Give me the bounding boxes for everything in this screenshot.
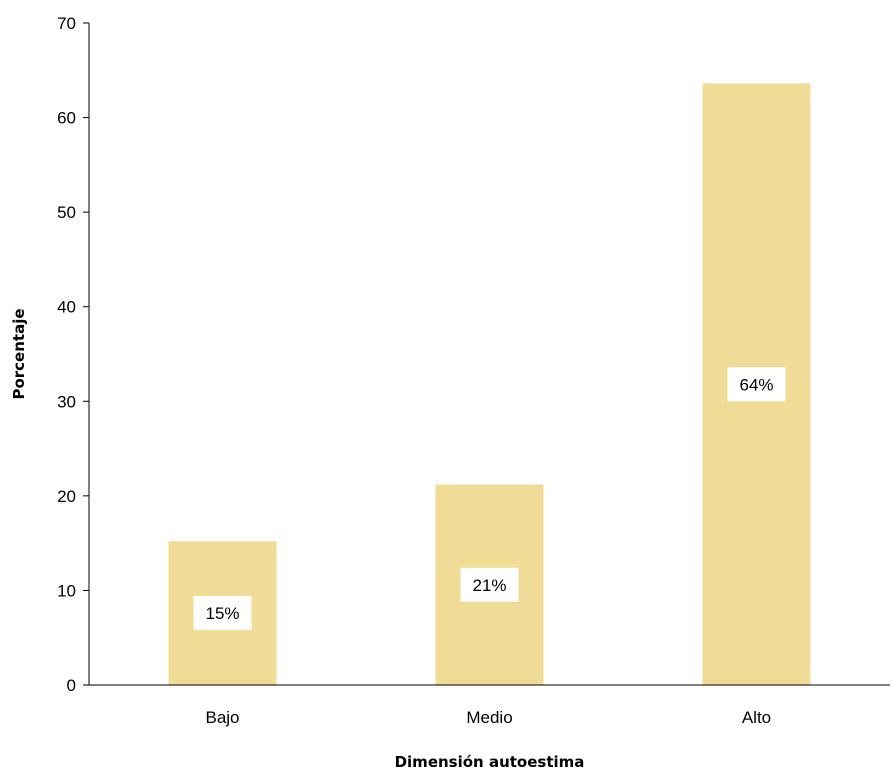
x-axis-title: Dimensión autoestima	[395, 753, 585, 771]
y-axis-title: Porcentaje	[10, 308, 28, 399]
y-axis-ticks: 0 10 20 30 40 50 60 70	[57, 14, 89, 695]
data-label: 64%	[739, 375, 773, 394]
y-tick-label: 50	[57, 203, 76, 222]
x-category-label: Alto	[742, 708, 771, 727]
y-tick-label: 20	[57, 487, 76, 506]
data-label-box	[460, 567, 519, 602]
x-category-label: Bajo	[205, 708, 239, 727]
x-category-label: Medio	[466, 708, 512, 727]
data-label: 21%	[472, 576, 506, 595]
data-label-box	[727, 367, 786, 402]
y-tick-label: 40	[57, 298, 76, 317]
y-tick-label: 60	[57, 109, 76, 128]
data-label-box	[193, 596, 252, 631]
y-tick-label: 0	[67, 676, 76, 695]
x-axis-categories: Bajo Medio Alto	[205, 708, 771, 727]
data-label: 15%	[205, 604, 239, 623]
y-tick-label: 70	[57, 14, 76, 33]
y-tick-label: 10	[57, 581, 76, 600]
y-tick-label: 30	[57, 392, 76, 411]
data-labels: 15% 21% 64%	[193, 367, 786, 631]
